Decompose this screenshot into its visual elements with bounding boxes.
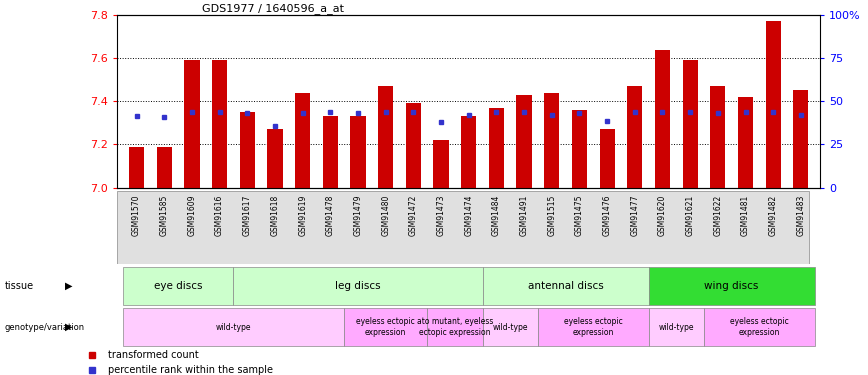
- Text: wing discs: wing discs: [705, 281, 759, 291]
- Bar: [648, 267, 815, 305]
- Text: GSM91570: GSM91570: [132, 195, 141, 236]
- Text: GSM91620: GSM91620: [658, 195, 667, 236]
- Text: leg discs: leg discs: [335, 281, 381, 291]
- Bar: [212, 60, 227, 188]
- Bar: [793, 90, 808, 188]
- Bar: [295, 93, 310, 188]
- Bar: [654, 50, 670, 188]
- Text: eyeless ectopic
expression: eyeless ectopic expression: [356, 318, 415, 337]
- Bar: [483, 267, 648, 305]
- Bar: [184, 60, 200, 188]
- Text: antennal discs: antennal discs: [528, 281, 603, 291]
- Text: GSM91475: GSM91475: [575, 195, 584, 236]
- Bar: [766, 21, 781, 188]
- Bar: [600, 129, 615, 188]
- Text: transformed count: transformed count: [108, 350, 199, 360]
- Text: GSM91479: GSM91479: [353, 195, 363, 236]
- Text: GSM91617: GSM91617: [243, 195, 252, 236]
- Text: GSM91474: GSM91474: [464, 195, 473, 236]
- Bar: [544, 93, 559, 188]
- Text: wild-type: wild-type: [492, 322, 528, 332]
- Bar: [433, 140, 449, 188]
- Text: GSM91477: GSM91477: [630, 195, 640, 236]
- Bar: [483, 308, 538, 346]
- Text: tissue: tissue: [4, 281, 34, 291]
- Text: eye discs: eye discs: [154, 281, 202, 291]
- Text: GSM91618: GSM91618: [271, 195, 279, 236]
- Bar: [129, 147, 144, 188]
- Text: GSM91515: GSM91515: [547, 195, 556, 236]
- Bar: [710, 86, 726, 188]
- Bar: [323, 116, 338, 188]
- Text: GSM91621: GSM91621: [686, 195, 694, 236]
- Bar: [682, 60, 698, 188]
- Bar: [344, 308, 427, 346]
- Bar: [538, 308, 648, 346]
- Text: eyeless ectopic
expression: eyeless ectopic expression: [730, 318, 789, 337]
- Text: GSM91478: GSM91478: [326, 195, 335, 236]
- Text: ▶: ▶: [65, 281, 73, 291]
- Text: GSM91482: GSM91482: [769, 195, 778, 236]
- Bar: [461, 116, 477, 188]
- Bar: [648, 308, 704, 346]
- Bar: [628, 86, 642, 188]
- Text: ato mutant, eyeless
ectopic expression: ato mutant, eyeless ectopic expression: [417, 318, 493, 337]
- Text: GSM91619: GSM91619: [298, 195, 307, 236]
- Text: GSM91616: GSM91616: [215, 195, 224, 236]
- Bar: [233, 267, 483, 305]
- Text: genotype/variation: genotype/variation: [4, 322, 84, 332]
- Bar: [427, 308, 483, 346]
- Text: GDS1977 / 1640596_a_at: GDS1977 / 1640596_a_at: [201, 3, 344, 14]
- Text: wild-type: wild-type: [659, 322, 694, 332]
- Bar: [572, 110, 587, 188]
- Bar: [240, 112, 255, 188]
- Bar: [351, 116, 365, 188]
- Bar: [738, 97, 753, 188]
- Bar: [516, 95, 532, 188]
- Bar: [704, 308, 815, 346]
- Bar: [122, 308, 344, 346]
- Text: GSM91622: GSM91622: [713, 195, 722, 236]
- Text: percentile rank within the sample: percentile rank within the sample: [108, 364, 273, 375]
- Bar: [156, 147, 172, 188]
- Text: ▶: ▶: [65, 322, 73, 332]
- Bar: [122, 267, 233, 305]
- Text: GSM91484: GSM91484: [492, 195, 501, 236]
- Text: GSM91491: GSM91491: [520, 195, 529, 236]
- Text: GSM91481: GSM91481: [741, 195, 750, 236]
- Text: GSM91609: GSM91609: [187, 195, 196, 236]
- Bar: [405, 104, 421, 188]
- Text: wild-type: wild-type: [215, 322, 251, 332]
- Text: GSM91472: GSM91472: [409, 195, 418, 236]
- Text: GSM91480: GSM91480: [381, 195, 391, 236]
- Text: GSM91473: GSM91473: [437, 195, 445, 236]
- Text: GSM91483: GSM91483: [796, 195, 806, 236]
- Bar: [489, 108, 504, 188]
- Text: GSM91476: GSM91476: [602, 195, 612, 236]
- Bar: [267, 129, 283, 188]
- Text: eyeless ectopic
expression: eyeless ectopic expression: [564, 318, 622, 337]
- Text: GSM91585: GSM91585: [160, 195, 168, 236]
- Bar: [378, 86, 393, 188]
